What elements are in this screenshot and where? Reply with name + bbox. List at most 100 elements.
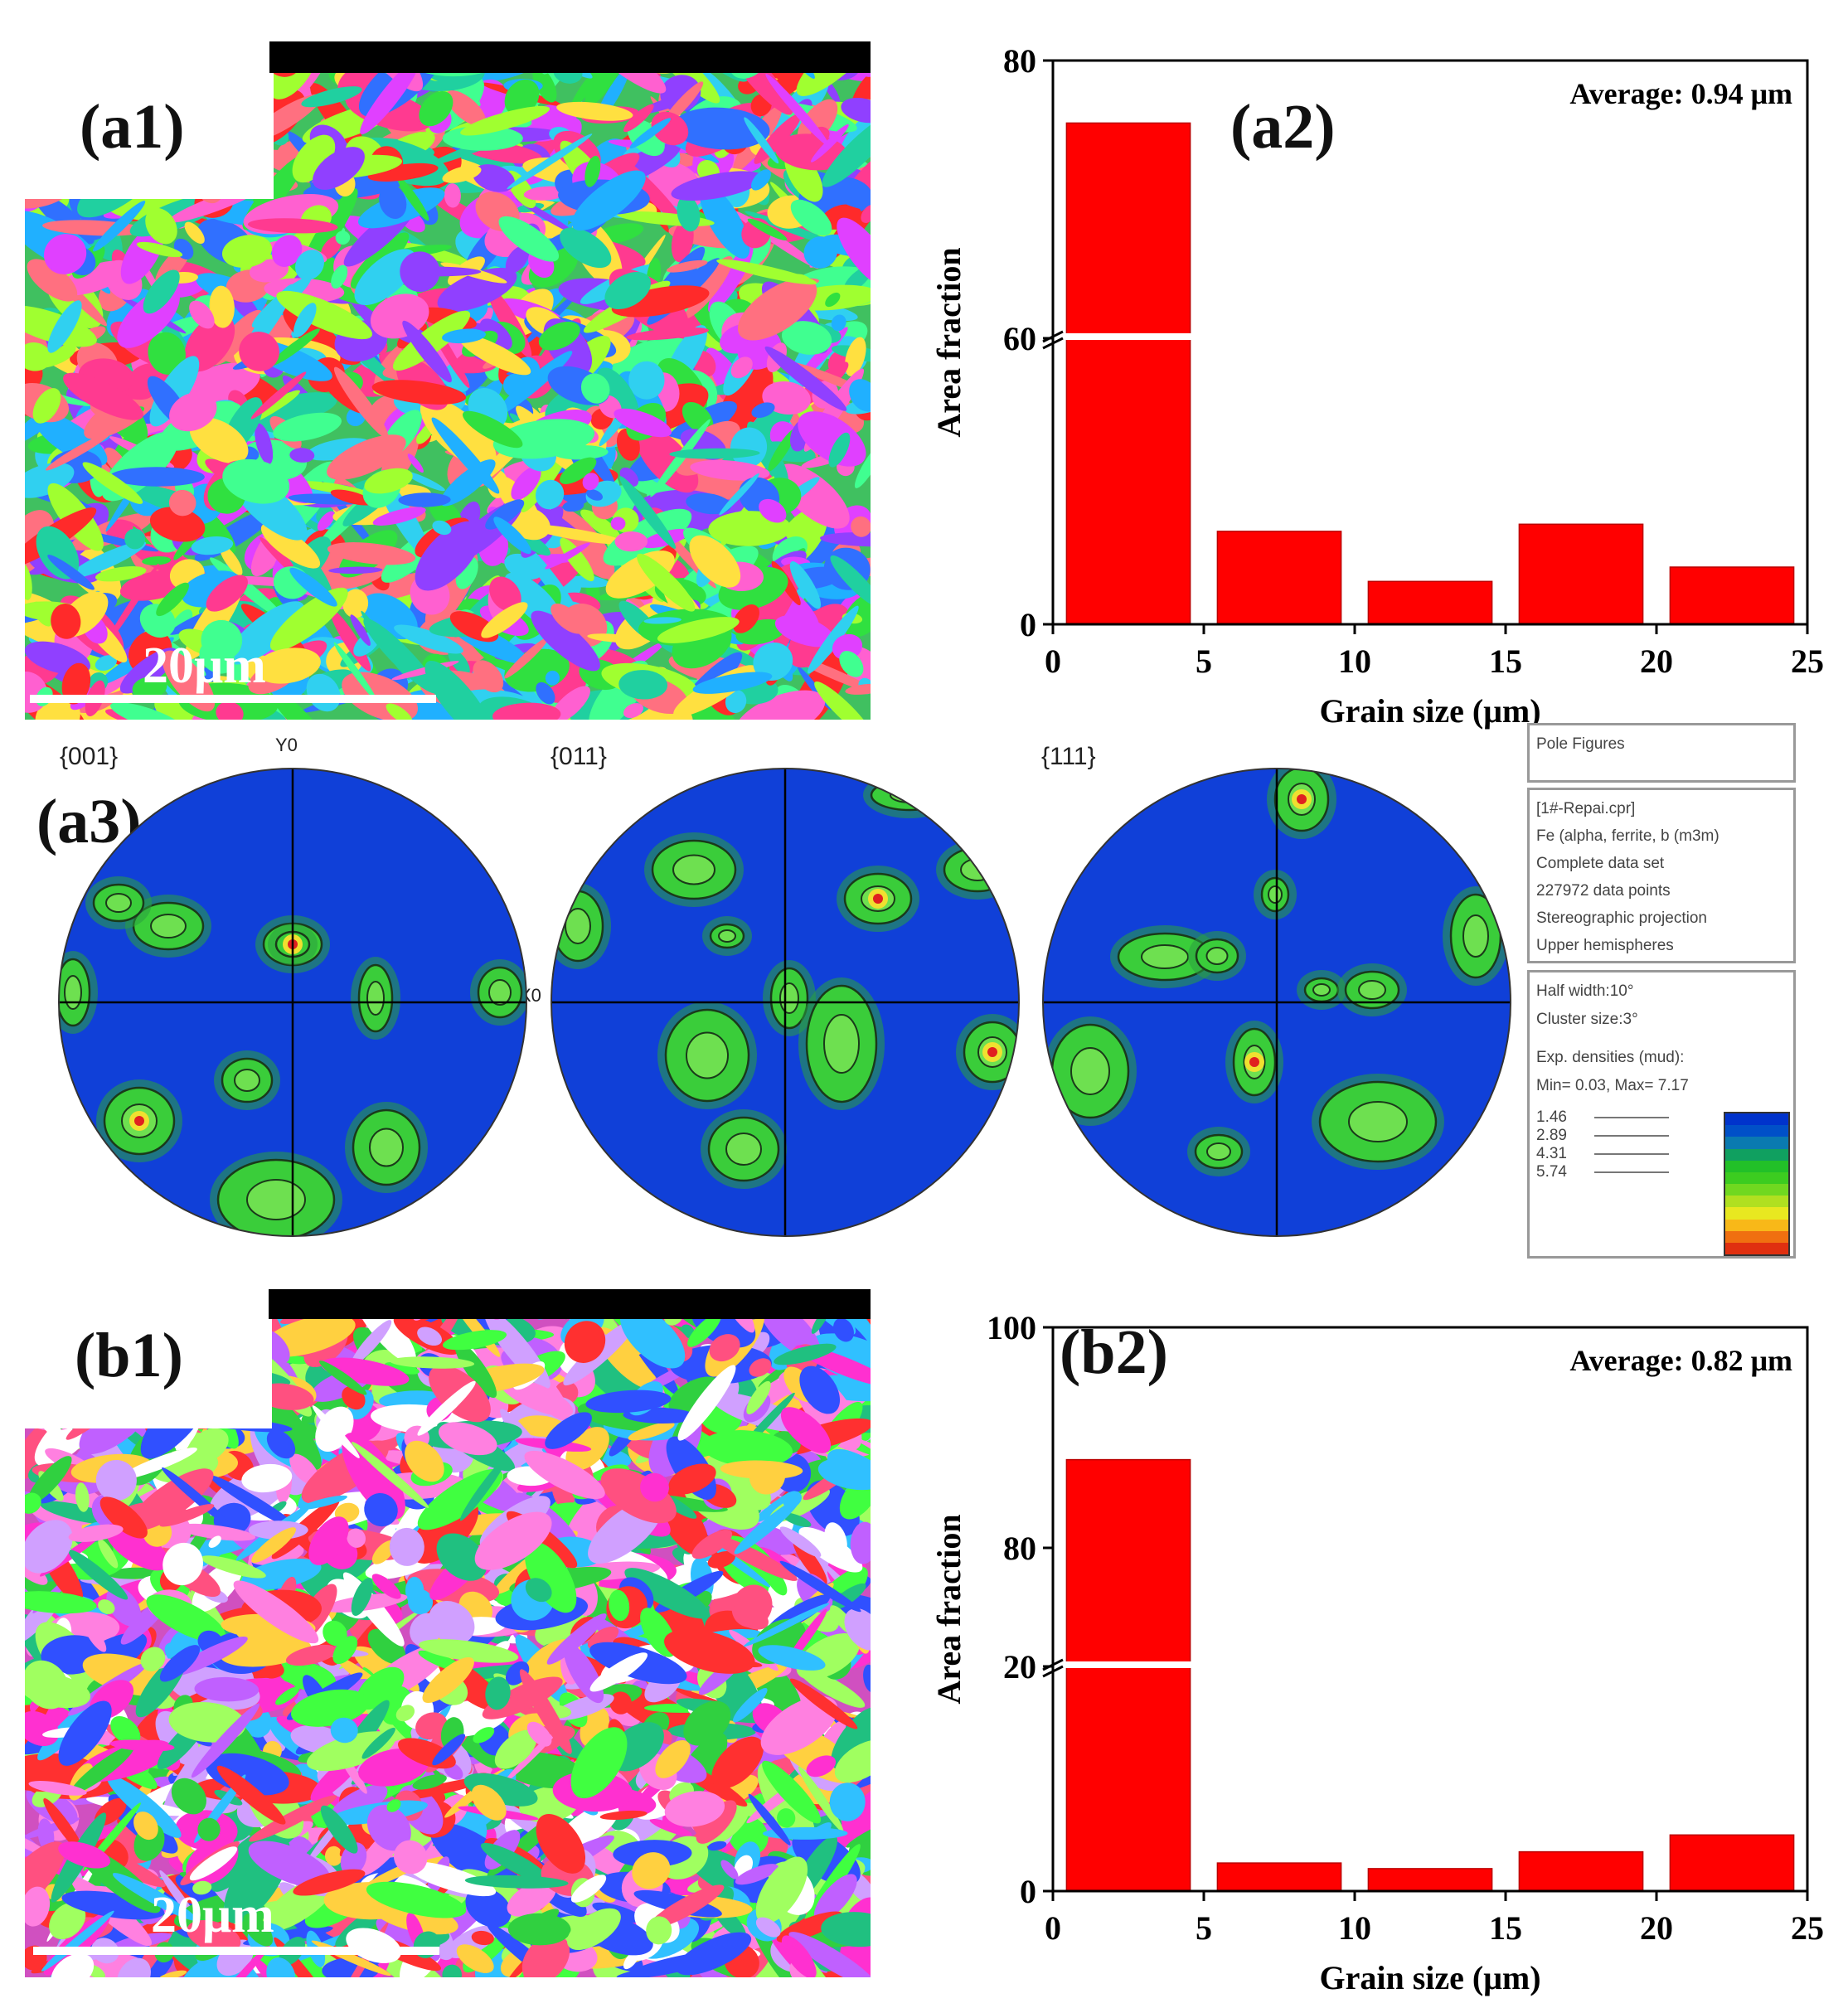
grain [106,1586,142,1627]
grain [410,1613,442,1647]
y-tick-label: 0 [1020,606,1036,643]
grain [779,1526,822,1558]
grain [327,434,406,480]
grain [651,111,689,146]
grain [626,327,709,341]
grain [205,1753,289,1796]
grain [253,1957,278,1977]
grain [571,170,646,231]
scalebar-label-b1: 20μm [151,1887,274,1943]
grain [120,1448,197,1480]
grain [295,250,324,280]
grain [25,305,97,347]
grain [420,398,497,468]
grain [328,566,383,575]
grain [671,171,764,201]
grain [545,670,560,686]
grain [321,1357,410,1386]
grain [342,589,369,618]
grain [774,615,834,648]
grain [759,498,787,523]
grain [839,651,864,677]
grain [790,199,832,236]
ebsd-map-b1 [25,1289,871,1977]
contour-level-line [1594,1171,1669,1173]
grain [610,517,626,531]
grain [442,1964,463,1977]
grain [189,300,215,329]
grain [192,1880,212,1895]
grain [667,259,708,273]
grain [351,1578,373,1616]
grain [779,1560,861,1613]
grain [117,1957,151,1977]
grain [41,1910,114,1972]
grain [415,1712,448,1740]
grain [781,321,832,355]
colorbar-swatch [1725,1148,1788,1161]
x-axis-label: Grain size (μm) [1319,692,1540,730]
pole-figure-axis-y: Y0 [275,735,298,755]
density-contour-inner [725,1133,762,1166]
grain [25,563,32,600]
grain [330,489,373,506]
legend-info-line: [1#-Repai.cpr] [1536,800,1636,817]
grain [228,601,305,665]
legend-heading: Pole Figures [1536,735,1625,753]
grain [436,1533,487,1581]
density-contour-inner [246,1179,306,1220]
grain [187,1919,241,1953]
pole-figure-outline [58,768,527,1237]
grain [432,520,452,536]
grain [733,1687,768,1723]
grain [379,1390,444,1409]
density-peak-core [987,1047,997,1057]
grain [25,1673,91,1709]
grain [379,184,407,220]
grain [560,457,597,484]
grain [473,660,504,693]
legend-setting-line: Cluster size:3° [1536,1011,1638,1028]
grain [755,1917,781,1938]
grain [59,260,130,296]
grain [462,410,523,449]
grain [793,1538,827,1585]
grain [216,701,244,720]
contour-level-row: 4.31 [1536,1145,1787,1163]
pole-figure-title-011: {011} [551,743,607,770]
grain [406,1861,497,1897]
grain [255,648,321,684]
grain [400,251,440,293]
grain [511,466,541,501]
grain [747,218,788,241]
grain [251,1527,296,1564]
grain [250,371,307,420]
x-tick-label: 5 [1196,643,1212,680]
contour-level-row: 2.89 [1536,1127,1787,1145]
grain [505,245,530,274]
grain [364,468,413,494]
density-contour-inner [1206,1142,1231,1161]
grain [780,1407,832,1453]
plot-frame [1051,59,1809,626]
grain [347,1528,366,1548]
grain [635,426,699,493]
grain [273,412,342,442]
grain [677,195,701,232]
grain [637,553,696,612]
grain [460,105,551,136]
contour-level-line [1594,1153,1669,1155]
grain [458,334,531,376]
x-tick-label: 15 [1489,643,1522,680]
contour-level-line [1594,1135,1669,1137]
grain [271,235,303,267]
density-contour-inner [105,893,132,913]
grain [275,1686,300,1705]
grain [692,672,773,694]
grain [93,201,146,252]
grain [566,1908,621,1951]
grain [719,473,759,516]
grain [445,90,486,127]
grain [507,1880,556,1917]
plot-area: 0 5 10 15 20 25 0 20 80 100 Grain size (μm) Area fr… [930,1309,1824,1996]
